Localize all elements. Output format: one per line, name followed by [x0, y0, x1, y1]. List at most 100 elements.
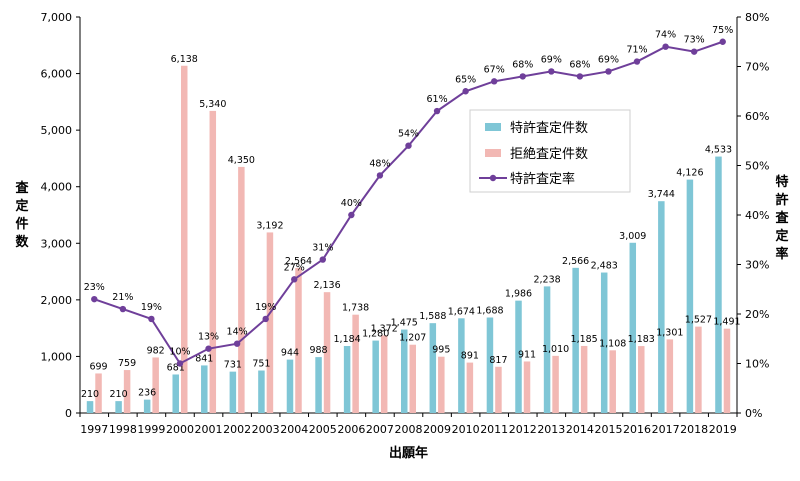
- data-label-patent-grants: 2,483: [591, 261, 618, 272]
- x-tick-label: 2009: [423, 423, 451, 436]
- data-label-patent-grants: 3,744: [648, 189, 675, 200]
- x-tick-label: 2011: [480, 423, 508, 436]
- legend-marker-grant-rate: [489, 174, 497, 182]
- y-tick-label-right: 20%: [745, 308, 769, 321]
- data-label-rejections: 2,564: [285, 256, 312, 267]
- data-label-rejections: 911: [518, 349, 536, 360]
- data-label-patent-grants: 2,238: [533, 274, 560, 285]
- point-grant-rate: [462, 88, 469, 95]
- data-label-rejections: 1,527: [685, 315, 712, 326]
- point-grant-rate: [176, 360, 184, 367]
- y-tick-label-right: 50%: [745, 160, 769, 173]
- y-tick-label-right: 60%: [745, 110, 769, 123]
- data-label-rejections: 1,738: [342, 303, 369, 314]
- y-tick-label-right: 40%: [745, 209, 769, 222]
- y-tick-label-left: 4,000: [41, 181, 73, 194]
- bar-patent-grants: [515, 300, 522, 413]
- data-label-grant-rate: 21%: [112, 292, 133, 303]
- data-label-grant-rate: 65%: [455, 74, 476, 85]
- point-grant-rate: [548, 68, 555, 75]
- point-grant-rate: [262, 315, 269, 323]
- data-label-grant-rate: 31%: [312, 243, 333, 254]
- data-label-rejections: 1,301: [656, 327, 683, 338]
- y-tick-label-right: 30%: [745, 259, 769, 272]
- bar-patent-grants: [201, 365, 208, 413]
- data-label-rejections: 1,207: [399, 333, 426, 344]
- data-label-grant-rate: 27%: [284, 262, 305, 273]
- y-axis-title-left-char: 定: [14, 198, 28, 214]
- x-tick-label: 2006: [337, 423, 365, 436]
- y-tick-label-left: 2,000: [41, 294, 73, 307]
- bar-patent-grants: [658, 201, 665, 413]
- x-tick-label: 1998: [109, 423, 137, 436]
- x-tick-label: 2015: [594, 423, 622, 436]
- data-label-rejections: 1,185: [571, 334, 598, 345]
- point-grant-rate: [605, 68, 612, 75]
- data-label-grant-rate: 61%: [427, 94, 448, 105]
- data-label-grant-rate: 75%: [712, 25, 733, 36]
- bar-rejections: [552, 355, 559, 413]
- x-tick-label: 2013: [537, 423, 565, 436]
- bar-patent-grants: [543, 286, 551, 413]
- data-label-patent-grants: 751: [252, 359, 270, 370]
- legend-label-rejections: 拒絶査定件数: [510, 146, 588, 162]
- point-grant-rate: [662, 43, 669, 50]
- x-tick-label: 2007: [366, 423, 394, 436]
- y-axis-title-right-char: 査: [774, 210, 789, 226]
- y-axis-title-right-char: 率: [775, 246, 788, 262]
- data-label-grant-rate: 19%: [141, 302, 162, 313]
- point-grant-rate: [719, 38, 726, 45]
- data-label-patent-grants: 2,566: [562, 256, 589, 267]
- bar-patent-grants: [401, 329, 408, 413]
- x-tick-label: 2001: [195, 423, 223, 436]
- bar-patent-grants: [315, 357, 322, 413]
- point-grant-rate: [348, 211, 355, 219]
- data-label-rejections: 699: [89, 361, 107, 372]
- data-label-patent-grants: 1,280: [362, 329, 389, 340]
- point-grant-rate: [233, 340, 241, 347]
- y-tick-label-left: 5,000: [41, 124, 73, 137]
- data-label-grant-rate: 14%: [227, 327, 248, 338]
- data-label-rejections: 995: [432, 345, 450, 356]
- x-tick-label: 1997: [80, 423, 108, 436]
- data-label-grant-rate: 40%: [341, 198, 362, 209]
- data-label-patent-grants: 944: [281, 348, 299, 359]
- bar-rejections: [609, 350, 616, 413]
- x-tick-label: 2004: [280, 423, 308, 436]
- x-tick-label: 2005: [309, 423, 337, 436]
- data-label-rejections: 891: [461, 351, 479, 362]
- y-tick-label-right: 70%: [745, 61, 769, 74]
- data-label-rejections: 1,010: [542, 344, 569, 355]
- bar-patent-grants: [600, 272, 608, 413]
- bar-rejections: [380, 335, 388, 413]
- y-axis-title-right-char: 特: [775, 174, 788, 190]
- data-label-grant-rate: 68%: [512, 59, 533, 70]
- bar-rejections: [580, 345, 588, 413]
- data-label-grant-rate: 69%: [598, 54, 619, 65]
- point-grant-rate: [433, 107, 441, 115]
- data-label-rejections: 1,108: [599, 338, 626, 349]
- bar-patent-grants: [486, 317, 494, 413]
- data-label-patent-grants: 3,009: [619, 231, 646, 242]
- data-label-patent-grants: 1,688: [476, 306, 503, 317]
- data-label-patent-grants: 4,126: [676, 168, 703, 179]
- data-label-grant-rate: 73%: [684, 35, 705, 46]
- x-tick-label: 2012: [509, 423, 537, 436]
- bar-patent-grants: [115, 401, 122, 413]
- data-label-rejections: 4,350: [228, 155, 255, 166]
- bar-rejections: [180, 65, 188, 413]
- y-axis-title-left-char: 数: [15, 234, 29, 250]
- bar-patent-grants: [686, 179, 694, 413]
- bar-rejections: [523, 361, 531, 413]
- point-grant-rate: [405, 142, 412, 149]
- x-axis-title: 出願年: [389, 445, 428, 461]
- bar-rejections: [352, 314, 359, 413]
- data-label-grant-rate: 68%: [569, 59, 590, 70]
- data-label-patent-grants: 4,533: [705, 145, 732, 156]
- bar-patent-grants: [286, 359, 294, 413]
- bar-rejections: [666, 339, 674, 413]
- y-tick-label-right: 10%: [745, 358, 769, 371]
- bar-rejections: [495, 366, 502, 413]
